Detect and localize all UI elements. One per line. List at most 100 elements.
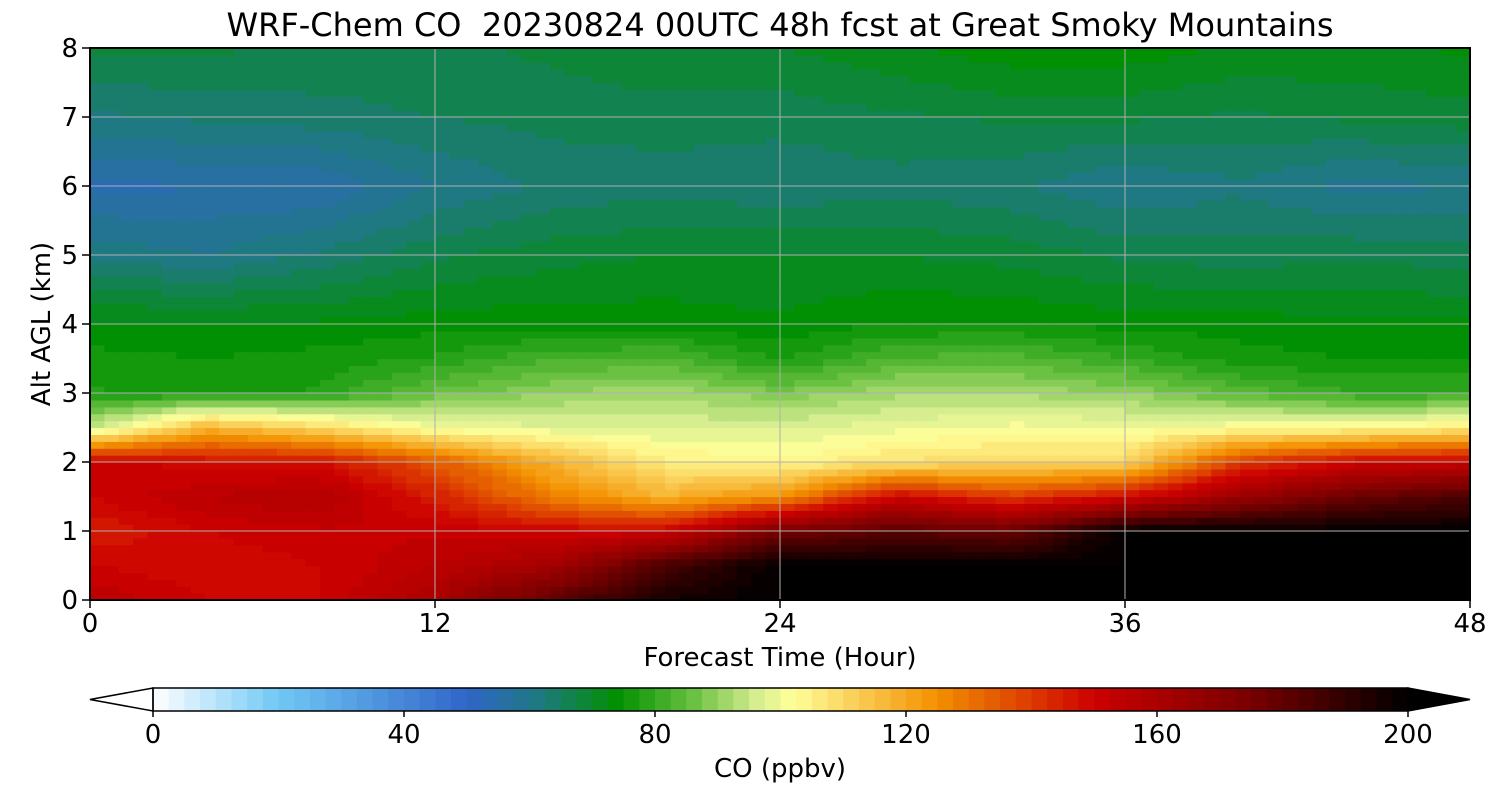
field-cell [248,351,264,360]
field-cell [765,351,781,360]
field-cell [851,455,867,463]
field-cell [190,351,206,360]
field-cell [1053,448,1069,456]
field-cell [823,565,839,573]
field-cell [981,241,997,249]
field-cell [1268,365,1284,373]
field-cell [1125,503,1140,511]
field-cell [262,413,278,422]
field-cell [938,337,954,346]
field-cell [1196,586,1212,594]
field-cell [391,420,407,429]
field-cell [449,413,465,422]
field-cell [118,344,134,353]
field-cell [751,572,767,580]
field-cell [1326,241,1342,249]
field-cell [291,537,307,546]
field-cell [952,420,968,429]
field-cell [1024,537,1040,546]
field-cell [1340,386,1356,394]
field-cell [650,406,666,415]
field-cell [391,455,407,463]
field-cell [693,337,709,346]
field-cell [377,296,393,304]
field-cell [377,517,393,525]
field-cell [650,434,666,442]
field-cell [1268,241,1284,249]
field-cell [535,303,551,311]
field-cell [1383,427,1399,435]
field-cell [147,593,163,601]
field-cell [104,393,120,401]
field-cell [190,386,206,394]
field-cell [837,475,853,484]
field-cell [1240,593,1255,601]
field-cell [1398,261,1414,270]
field-cell [118,565,134,573]
field-cell [1254,551,1270,560]
field-cell [1311,248,1327,256]
field-cell [478,365,494,373]
field-cell [1412,393,1428,401]
field-cell [205,241,220,249]
field-cell [1125,462,1140,470]
field-cell [334,503,350,511]
field-cell [147,317,163,325]
field-cell [219,310,235,318]
field-cell [521,434,537,442]
field-cell [1297,282,1313,291]
field-cell [966,255,982,263]
field-cell [248,372,264,380]
field-cell [1326,406,1342,415]
field-cell [190,413,206,422]
field-cell [895,358,910,366]
field-cell [751,434,767,442]
field-cell [1240,406,1255,415]
field-cell [463,413,479,422]
field-cell [708,475,724,484]
field-cell [564,517,580,525]
field-cell [1139,386,1155,394]
field-cell [895,241,910,249]
field-cell [521,344,537,353]
field-cell [248,579,264,587]
field-cell [693,310,709,318]
field-cell [550,282,565,291]
field-cell [492,303,508,311]
field-cell [1067,517,1083,525]
field-cell [190,268,206,277]
field-cell [1254,558,1270,567]
field-cell [1311,310,1327,318]
field-cell [133,489,149,498]
field-cell [1038,303,1054,311]
field-cell [1139,282,1155,291]
field-cell [1038,579,1054,587]
field-cell [751,448,767,456]
field-cell [305,565,321,573]
field-cell [938,544,954,553]
field-cell [923,393,939,401]
field-cell [895,379,910,387]
field-cell [923,524,939,532]
field-cell [1455,427,1471,435]
field-cell [693,413,709,422]
field-cell [262,399,278,408]
field-cell [794,537,810,546]
field-cell [578,261,594,270]
field-cell [751,503,767,511]
field-cell [449,586,465,594]
field-cell [736,503,752,511]
field-cell [665,393,680,401]
field-cell [895,544,910,553]
field-cell [305,324,321,332]
field-cell [1053,475,1069,484]
field-cell [291,399,307,408]
field-cell [1398,379,1414,387]
field-cell [880,330,896,339]
field-cell [837,482,853,491]
field-cell [765,330,781,339]
field-cell [923,255,939,263]
field-cell [938,565,954,573]
field-cell [708,586,724,594]
field-cell [521,310,537,318]
